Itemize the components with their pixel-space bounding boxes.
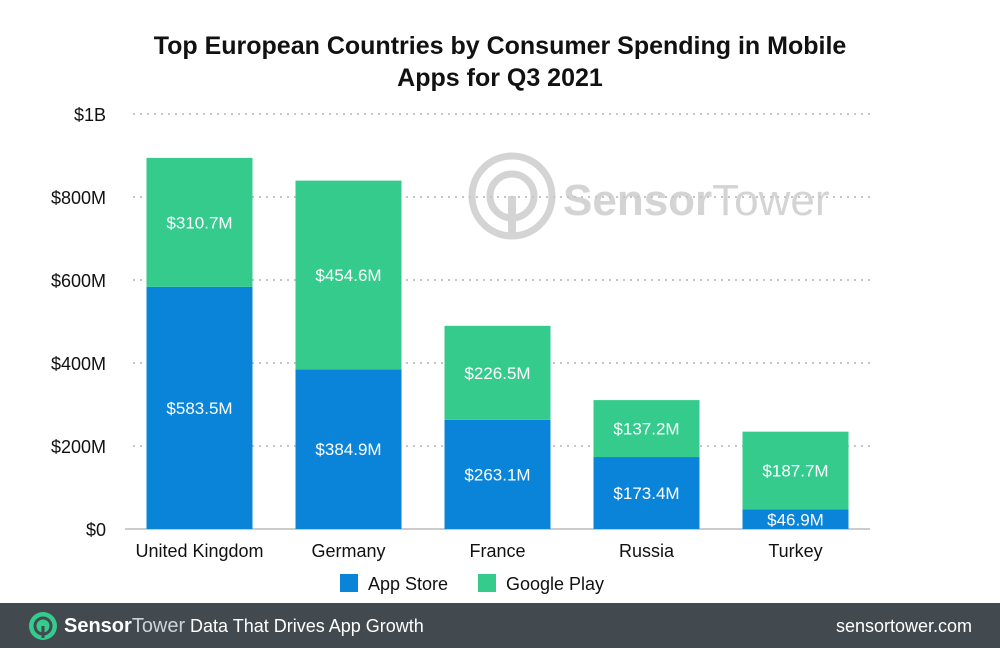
y-tick-label: $1B [74, 105, 106, 125]
bar-segment [593, 457, 700, 529]
bar-segment [444, 419, 551, 529]
footer-brand-word2: Tower [131, 614, 186, 637]
y-tick-label: $800M [51, 188, 106, 208]
bar-segment [742, 509, 849, 529]
bar-segment [295, 180, 402, 370]
chart-title: Top European Countries by Consumer Spend… [0, 30, 1000, 94]
x-tick-label: France [469, 541, 525, 561]
bar-segment [146, 286, 253, 529]
x-tick-label: United Kingdom [135, 541, 263, 561]
watermark-word2: Tower [712, 176, 829, 225]
legend-swatch [478, 574, 496, 592]
bar-value-label: $137.2M [613, 420, 679, 439]
legend-swatch [340, 574, 358, 592]
watermark: SensorTower [468, 152, 830, 240]
footer-tagline: Data That Drives App Growth [190, 616, 424, 636]
stacked-bar-chart: SensorTower $0 $200M $400M $600M $800M $1B $583… [51, 105, 870, 594]
legend-label: App Store [368, 574, 448, 594]
bar-value-label: $263.1M [464, 465, 530, 484]
footer-brand: SensorTower [64, 615, 185, 638]
bar-segment [444, 325, 551, 420]
chart-title-line-1: Top European Countries by Consumer Spend… [153, 32, 847, 60]
bar-value-label: $173.4M [613, 484, 679, 503]
bar-value-label: $583.5M [166, 399, 232, 418]
legend-label: Google Play [506, 574, 604, 594]
bar-value-label: $46.9M [767, 510, 824, 529]
bar-value-label: $310.7M [166, 213, 232, 232]
bar-segment [295, 369, 402, 529]
footer-site-link[interactable]: sensortower.com [835, 616, 972, 636]
bar-value-label: $187.7M [762, 462, 828, 481]
watermark-word1: Sensor [563, 176, 712, 225]
footer-brand-word1: Sensor [64, 614, 132, 637]
y-tick-label: $0 [86, 520, 106, 540]
y-tick-label: $400M [51, 354, 106, 374]
bar-value-label: $384.9M [315, 440, 381, 459]
bar-value-label: $226.5M [464, 364, 530, 383]
x-tick-label: Turkey [768, 541, 822, 561]
sensortower-logo-icon [29, 612, 57, 640]
x-tick-label: Russia [619, 541, 675, 561]
footer-bar: SensorTower Data That Drives App Growth … [0, 603, 1000, 648]
bar-segment [593, 400, 700, 458]
bar-value-label: $454.6M [315, 266, 381, 285]
footer-logo: SensorTower [28, 611, 185, 641]
bar-segment [146, 157, 253, 287]
x-tick-label: Germany [311, 541, 385, 561]
chart-title-line-2: Apps for Q3 2021 [397, 64, 603, 92]
y-tick-label: $600M [51, 271, 106, 291]
y-tick-label: $200M [51, 437, 106, 457]
watermark-text: SensorTower [563, 176, 830, 225]
bar-segment [742, 431, 849, 510]
